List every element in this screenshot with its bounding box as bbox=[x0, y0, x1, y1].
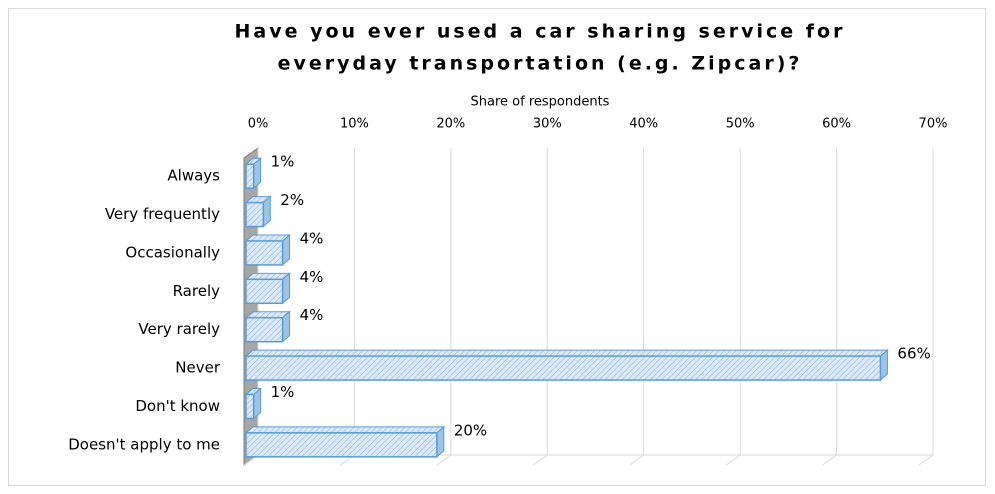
bar bbox=[244, 310, 291, 343]
bar-side bbox=[282, 233, 291, 267]
bar-front bbox=[245, 355, 882, 381]
x-tick-label: 30% bbox=[533, 117, 562, 132]
x-tick-label: 10% bbox=[340, 117, 369, 132]
x-tick-label: 0% bbox=[248, 117, 269, 132]
y-tick-label: Very frequently bbox=[105, 205, 220, 223]
bar-side bbox=[253, 157, 262, 190]
grid-line bbox=[629, 454, 645, 466]
bar-side bbox=[282, 272, 291, 305]
data-label: 4% bbox=[300, 306, 324, 324]
bar bbox=[244, 387, 262, 420]
x-tick-label: 70% bbox=[919, 117, 948, 132]
bar bbox=[244, 272, 291, 305]
y-tick-label: Rarely bbox=[173, 282, 221, 300]
data-label: 66% bbox=[897, 345, 930, 363]
bar-side bbox=[436, 425, 445, 458]
bar bbox=[244, 233, 291, 267]
bar-front bbox=[245, 163, 255, 189]
data-label: 4% bbox=[300, 268, 324, 286]
bar-front bbox=[245, 393, 255, 420]
chart-title: everyday transportation (e.g. Zipcar)? bbox=[278, 53, 803, 75]
y-tick-label: Doesn't apply to me bbox=[68, 435, 220, 453]
bar bbox=[244, 157, 262, 190]
data-label: 1% bbox=[271, 383, 295, 401]
bar-side bbox=[253, 387, 262, 420]
x-tick-label: 20% bbox=[436, 117, 465, 132]
bar-side bbox=[262, 195, 271, 228]
axis-title: Share of respondents bbox=[471, 95, 610, 110]
y-tick-label: Always bbox=[167, 167, 220, 185]
bar bbox=[244, 195, 272, 228]
y-tick-label: Occasionally bbox=[125, 243, 220, 261]
bar-front bbox=[245, 240, 284, 266]
bar-front bbox=[245, 316, 284, 343]
grid-line bbox=[822, 454, 837, 466]
grid-line bbox=[436, 454, 452, 466]
data-label: 20% bbox=[454, 421, 487, 439]
data-label: 2% bbox=[280, 191, 304, 209]
bar-front bbox=[245, 432, 438, 458]
x-tick-label: 60% bbox=[822, 117, 851, 132]
chart-title: Have you ever used a car sharing service… bbox=[235, 21, 846, 43]
bar-side bbox=[282, 310, 291, 343]
bar-top bbox=[244, 426, 446, 434]
grid-line bbox=[918, 454, 934, 466]
chart-border bbox=[8, 8, 986, 486]
y-tick-label: Very rarely bbox=[138, 320, 220, 338]
grid-line bbox=[532, 454, 548, 466]
x-tick-label: 50% bbox=[726, 117, 755, 132]
y-tick-label: Don't know bbox=[135, 397, 220, 415]
data-label: 4% bbox=[300, 229, 324, 247]
bar-side bbox=[879, 348, 888, 382]
y-tick-label: Never bbox=[175, 359, 221, 377]
data-label: 1% bbox=[271, 153, 295, 171]
grid-line bbox=[725, 454, 741, 466]
bar-front bbox=[245, 201, 265, 228]
x-tick-label: 40% bbox=[629, 117, 658, 132]
bar bbox=[244, 425, 446, 458]
bar-top bbox=[244, 349, 889, 357]
bar-front bbox=[245, 278, 284, 305]
bar bbox=[244, 348, 889, 382]
